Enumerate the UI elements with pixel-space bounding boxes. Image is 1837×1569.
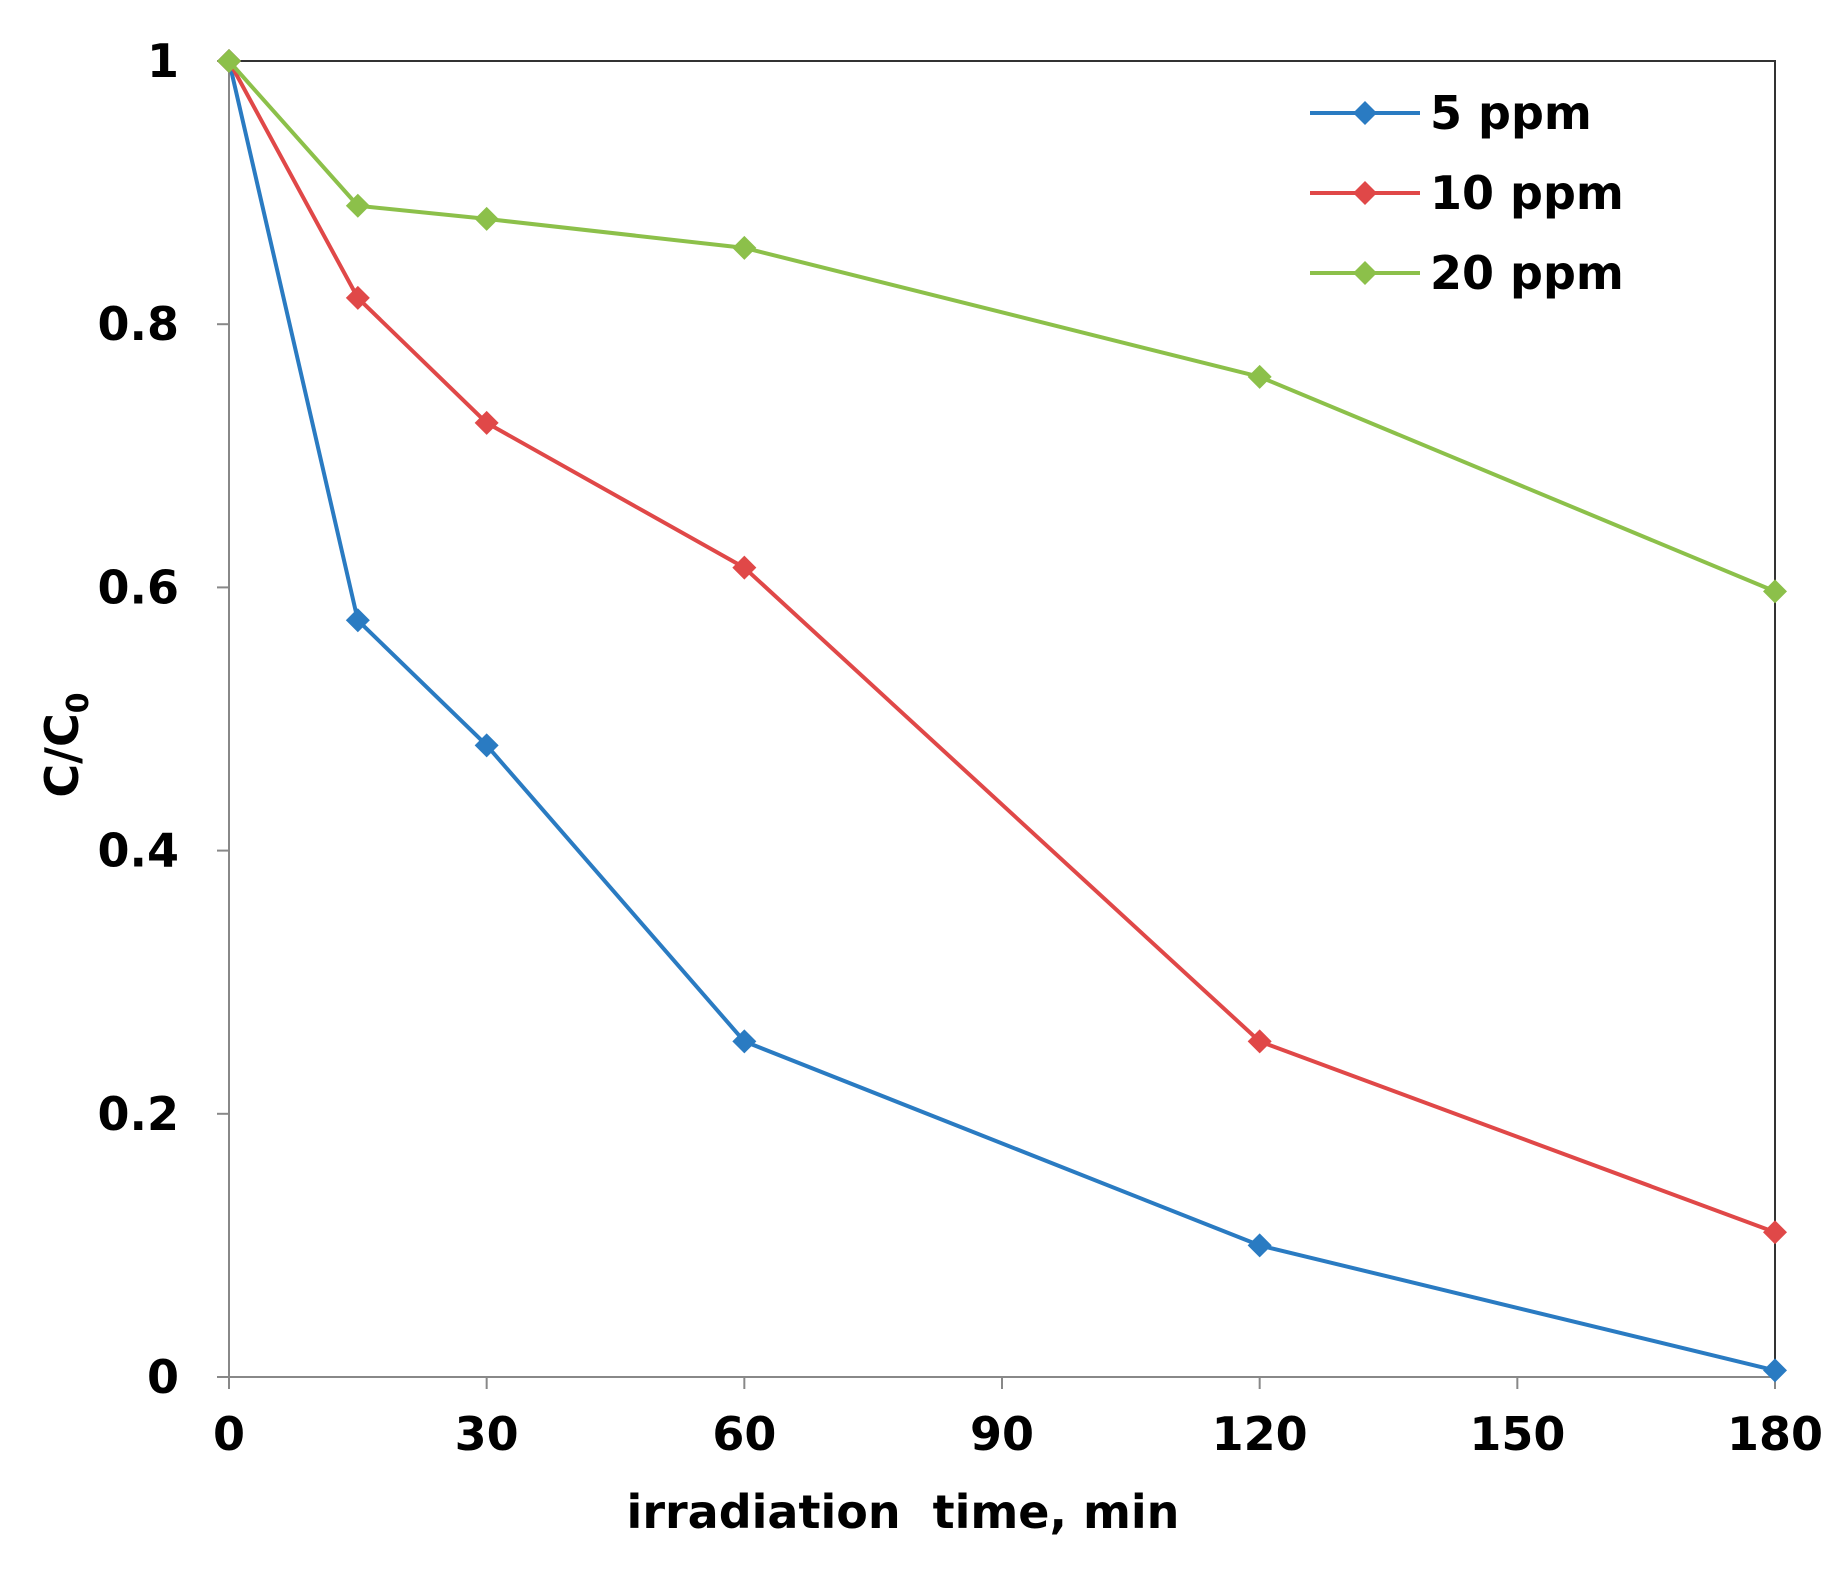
y-axis-title-main: C/C: [35, 713, 89, 797]
data-point: [345, 193, 370, 218]
legend-label: 5 ppm: [1430, 86, 1592, 140]
series-line: [227, 60, 1776, 1235]
legend-swatch-marker: [1353, 181, 1377, 205]
legend-item: 10 ppm: [1310, 166, 1624, 220]
series-line: [227, 60, 1776, 1373]
y-axis: 0 0.2 0.4 0.6 0.8 1: [98, 34, 229, 1404]
data-point: [1763, 1358, 1787, 1383]
legend-item: 5 ppm: [1310, 86, 1592, 140]
y-axis-title: C/C0: [35, 692, 96, 797]
data-point: [1247, 364, 1272, 389]
data-point: [345, 608, 370, 633]
x-tick-label: 60: [712, 1407, 776, 1461]
data-point: [732, 235, 757, 260]
y-tick-label: 0.6: [98, 560, 180, 614]
y-axis-title-group: C/C0: [35, 692, 96, 797]
data-point: [217, 49, 241, 73]
legend-swatch-marker: [1353, 101, 1377, 125]
y-axis-title-subscript: 0: [61, 692, 96, 713]
data-point: [732, 555, 757, 580]
data-point: [1763, 1220, 1787, 1245]
series-line: [227, 59, 1776, 594]
legend: 5 ppm 10 ppm 20 ppm: [1310, 86, 1624, 300]
series-layer: [217, 49, 1787, 1383]
y-tick-label: 0: [147, 1350, 179, 1404]
legend-item: 20 ppm: [1310, 246, 1624, 300]
data-point: [732, 1029, 757, 1054]
data-point: [1247, 1233, 1272, 1258]
series-3: [217, 49, 1787, 604]
legend-label: 20 ppm: [1430, 246, 1624, 300]
data-point: [1247, 1029, 1272, 1054]
x-tick-label: 150: [1469, 1407, 1565, 1461]
data-point: [474, 206, 499, 231]
data-point: [474, 410, 499, 435]
data-point: [1763, 579, 1787, 604]
data-point: [474, 733, 499, 758]
x-tick-label: 90: [970, 1407, 1034, 1461]
x-axis: 0 30 60 90 120 150 180: [213, 1377, 1823, 1461]
x-tick-label: 180: [1727, 1407, 1823, 1461]
legend-label: 10 ppm: [1430, 166, 1624, 220]
y-tick-label: 0.4: [98, 824, 180, 878]
y-tick-label: 0.8: [98, 297, 180, 351]
data-point: [345, 285, 370, 310]
y-tick-label: 1: [147, 34, 179, 88]
x-tick-label: 0: [213, 1407, 245, 1461]
legend-swatch-marker: [1353, 261, 1377, 285]
series-2: [217, 49, 1787, 1245]
x-tick-label: 30: [455, 1407, 519, 1461]
y-tick-label: 0.2: [98, 1087, 180, 1141]
x-tick-label: 120: [1212, 1407, 1308, 1461]
x-axis-title: irradiation time, min: [627, 1485, 1180, 1539]
